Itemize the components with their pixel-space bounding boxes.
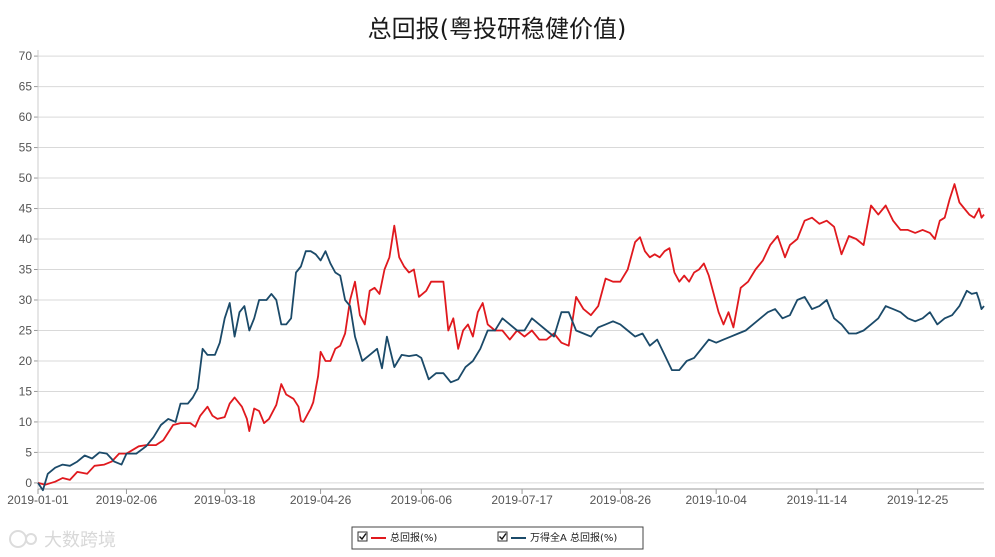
y-tick-label: 65 <box>19 80 33 94</box>
y-tick-label: 50 <box>19 171 33 185</box>
x-tick-label: 2019-02-06 <box>96 493 158 507</box>
x-tick-label: 2019-04-26 <box>290 493 352 507</box>
x-axis: 2019-01-01 2019-02-06 2019-03-18 2019-04-26… <box>7 50 984 507</box>
y-tick-label: 5 <box>25 445 32 459</box>
checkmark-icon <box>499 533 507 541</box>
y-tick-label: 15 <box>19 384 33 398</box>
x-tick-label: 2019-08-26 <box>590 493 652 507</box>
legend-label: 万得全A 总回报(%) <box>530 531 617 544</box>
x-tick-label: 2019-12-25 <box>887 493 949 507</box>
x-tick-label: 2019-03-18 <box>194 493 256 507</box>
x-tick-label: 2019-11-14 <box>787 493 848 507</box>
legend-item-total-return[interactable]: 总回报(%) <box>357 531 437 544</box>
y-tick-label: 70 <box>19 49 33 63</box>
legend-checkbox-icon[interactable] <box>357 531 368 542</box>
series-line-1 <box>37 250 985 492</box>
series-lines <box>37 183 985 492</box>
watermark: 大数跨境 <box>9 530 116 551</box>
y-tick-label: 25 <box>19 323 33 337</box>
chart-title: 总回报(粤投研稳健价值) <box>368 15 627 43</box>
y-tick-label: 55 <box>19 141 33 155</box>
watermark-logo-icon-inner <box>25 533 37 545</box>
y-tick-label: 60 <box>19 110 33 124</box>
y-tick-label: 20 <box>19 354 33 368</box>
y-tick-label: 35 <box>19 263 33 277</box>
x-tick-label: 2019-06-06 <box>391 493 453 507</box>
legend: 总回报(%) 万得全A 总回报(%) <box>351 526 644 550</box>
watermark-text: 大数跨境 <box>44 530 116 551</box>
y-gridlines <box>38 55 984 484</box>
x-tick-label: 2019-01-01 <box>7 493 69 507</box>
y-tick-label: 40 <box>19 232 33 246</box>
x-tick-label: 2019-10-04 <box>685 493 747 507</box>
y-tick-label: 10 <box>19 415 33 429</box>
y-axis: 0 5 10 15 20 25 30 35 40 45 50 55 60 65 70 <box>19 49 38 490</box>
legend-label: 总回报(%) <box>390 531 437 544</box>
legend-item-wind-a[interactable]: 万得全A 总回报(%) <box>497 531 617 544</box>
y-tick-label: 30 <box>19 293 33 307</box>
x-tick-label: 2019-07-17 <box>491 493 553 507</box>
legend-checkbox-icon[interactable] <box>497 531 508 542</box>
checkmark-icon <box>359 533 367 541</box>
y-tick-label: 0 <box>25 476 32 490</box>
y-tick-label: 45 <box>19 202 33 216</box>
